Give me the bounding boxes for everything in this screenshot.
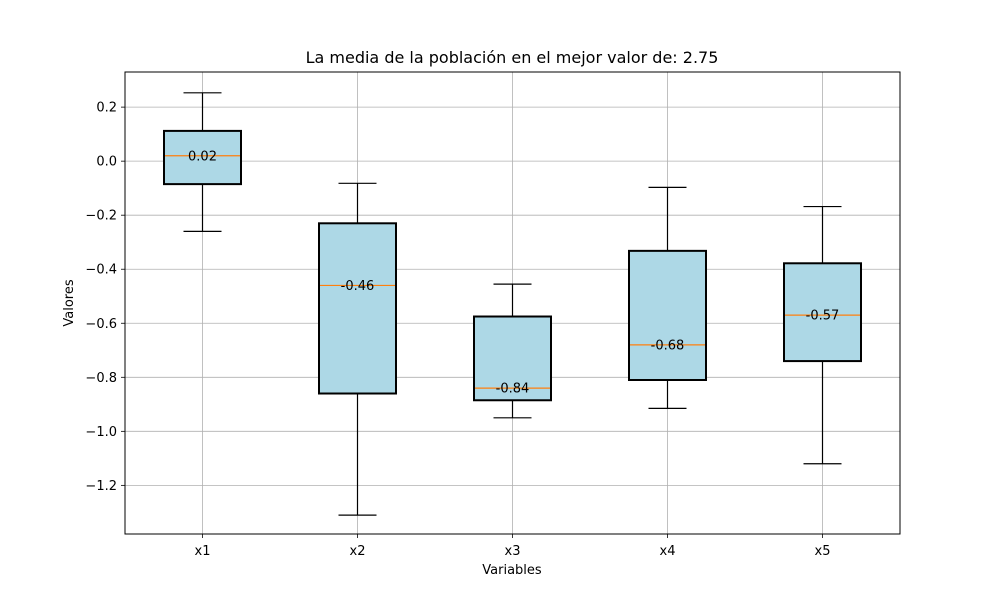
iqr-box [473,315,552,402]
median-label: -0.68 [651,338,685,353]
x-tick-label-x5: x5 [815,544,831,559]
y-axis-title: Valores [62,279,77,326]
x-tick-label-x3: x3 [505,544,521,559]
y-tick-label: −0.8 [85,371,117,386]
iqr-box [628,249,707,381]
y-tick-label: 0.2 [96,101,117,116]
median-label: -0.46 [341,279,375,294]
iqr-box [318,222,397,395]
x-axis-title: Variables [482,563,542,578]
y-tick-label: −1.2 [85,479,117,494]
iqr-box [783,262,862,363]
y-tick-label: −1.0 [85,425,117,440]
median-label: 0.02 [188,149,217,164]
x-axis-ticks: x1 x2 x3 x4 x5 [195,534,831,559]
box-x4: -0.68 [628,186,707,409]
iqr-box [163,129,242,186]
y-tick-label: −0.4 [85,263,117,278]
box-x1: 0.02 [163,92,242,233]
median-label: -0.84 [496,382,530,397]
y-axis-ticks: 0.2 0.0 −0.2 −0.4 −0.6 −0.8 −1.0 −1.2 [85,101,125,494]
boxes-layer: 0.02 -0.46 -0.84 -0.68 -0.57 [163,92,862,516]
chart-title: La media de la población en el mejor val… [306,48,719,67]
x-tick-label-x2: x2 [350,544,366,559]
box-x2: -0.46 [318,182,397,516]
x-tick-label-x1: x1 [195,544,211,559]
y-tick-label: 0.0 [96,155,117,170]
y-tick-label: −0.6 [85,317,117,332]
box-x3: -0.84 [473,283,552,419]
y-tick-label: −0.2 [85,209,117,224]
box-x5: -0.57 [783,205,862,465]
x-tick-label-x4: x4 [660,544,676,559]
median-label: -0.57 [806,309,840,324]
